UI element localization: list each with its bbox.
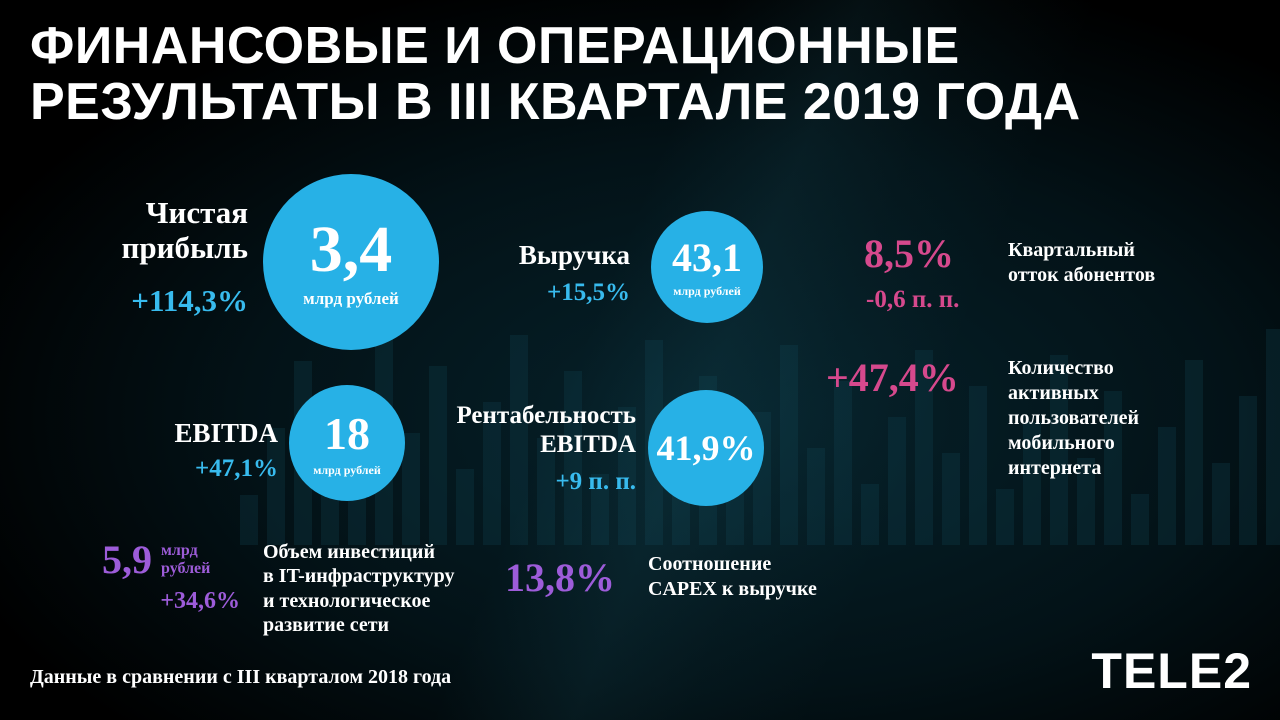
page-title-line1: ФИНАНСОВЫЕ И ОПЕРАЦИОННЫЕ [30, 17, 960, 75]
ebitda-margin-label: Рентабельность EBITDA [456, 402, 636, 458]
net-profit-block: Чистая прибыль +114,3% [30, 195, 248, 319]
ebitda-unit: млрд рублей [313, 462, 381, 477]
revenue-value: 43,1 [672, 234, 742, 280]
it-investments-value: 5,9 [102, 537, 152, 582]
it-investments-block: 5,9 млрд рублей +34,6% [102, 540, 240, 615]
ebitda-block: EBITDA +47,1% [120, 418, 278, 483]
page-title: ФИНАНСОВЫЕ И ОПЕРАЦИОННЫЕ РЕЗУЛЬТАТЫ В I… [30, 18, 1081, 130]
capex-ratio-value: 13,8% [505, 555, 615, 600]
ebitda-value: 18 [324, 407, 370, 459]
it-investments-change: +34,6% [160, 588, 240, 614]
it-investments-unit: млрд рублей [161, 542, 210, 578]
revenue-block: Выручка +15,5% [468, 240, 630, 307]
it-investments-unit-line1: млрд [161, 542, 198, 560]
ebitda-margin-block: Рентабельность EBITDA +9 п. п. [440, 402, 636, 496]
revenue-label: Выручка [518, 240, 630, 270]
ebitda-margin-circle: 41,9% [648, 390, 764, 506]
net-profit-label: Чистая прибыль [121, 195, 248, 265]
page-title-line2: РЕЗУЛЬТАТЫ В III КВАРТАЛЕ 2019 ГОДА [30, 73, 1081, 132]
ebitda-circle: 18 млрд рублей [289, 385, 405, 501]
it-investments-unit-line2: рублей [161, 560, 211, 577]
comparison-footnote: Данные в сравнении с III кварталом 2018 … [30, 666, 452, 688]
capex-ratio-label: Соотношение CAPEX к выручке [648, 553, 817, 600]
ebitda-margin-change: +9 п. п. [555, 467, 636, 495]
ebitda-margin-value: 41,9% [656, 428, 756, 468]
it-investments-value-row: 5,9 млрд рублей [102, 540, 240, 580]
net-profit-circle: 3,4 млрд рублей [263, 174, 439, 350]
revenue-change: +15,5% [547, 279, 630, 306]
mobile-internet-users-change: +47,4% [826, 355, 959, 400]
ebitda-label: EBITDA [174, 418, 278, 448]
tele2-logo: TELE2 [1091, 643, 1252, 699]
net-profit-value: 3,4 [309, 213, 393, 286]
churn-label: Квартальный отток абонентов [1008, 239, 1156, 286]
churn-value: 8,5% [864, 231, 954, 276]
net-profit-unit: млрд рублей [303, 289, 399, 308]
net-profit-change: +114,3% [131, 283, 248, 319]
ebitda-change: +47,1% [195, 455, 278, 482]
revenue-circle: 43,1 млрд рублей [651, 211, 763, 323]
revenue-unit: млрд рублей [673, 283, 741, 298]
mobile-internet-users-label: Количество активных пользователей мобиль… [1008, 357, 1140, 479]
it-investments-label: Объем инвестиций в IT-инфраструктуру и т… [263, 541, 455, 637]
churn-change: -0,6 п. п. [866, 286, 960, 313]
